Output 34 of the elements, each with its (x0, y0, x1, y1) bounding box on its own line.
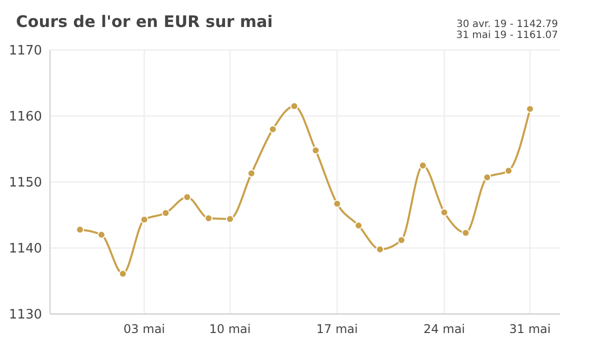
point (204, 214, 213, 222)
text: 31 mai 19 - 1161.07 (456, 30, 558, 41)
point (376, 245, 384, 254)
text: 30 avr. 19 - 1142.79 (456, 19, 558, 30)
point (183, 193, 192, 202)
chart-title: Cours de l'or en EUR sur mai (16, 12, 273, 31)
y-tick-label: 1150 (8, 176, 42, 191)
point (140, 216, 148, 224)
point (333, 200, 342, 208)
point (312, 146, 320, 154)
point (247, 169, 256, 178)
point (118, 270, 127, 278)
point (290, 102, 298, 110)
point (354, 222, 363, 230)
y-tick-label: 1160 (8, 110, 42, 125)
x-tick-label: 24 mai (424, 322, 466, 336)
point (418, 162, 427, 170)
point (440, 208, 448, 216)
y-tick-label: 1140 (8, 242, 42, 257)
x-tick-label: 03 mai (124, 322, 166, 336)
x-tick-label: 10 mai (209, 322, 251, 336)
x-tick-label: 31 mai (509, 322, 551, 336)
point (76, 226, 84, 234)
point (268, 125, 277, 134)
x-tick-label: 17 mai (316, 322, 358, 336)
point (462, 228, 470, 237)
point (483, 173, 492, 182)
point (97, 230, 106, 239)
point (504, 166, 513, 175)
point (526, 104, 534, 113)
y-tick-label: 1170 (8, 44, 42, 59)
point (226, 214, 234, 223)
point (397, 236, 406, 244)
y-tick-label: 1130 (8, 308, 42, 323)
